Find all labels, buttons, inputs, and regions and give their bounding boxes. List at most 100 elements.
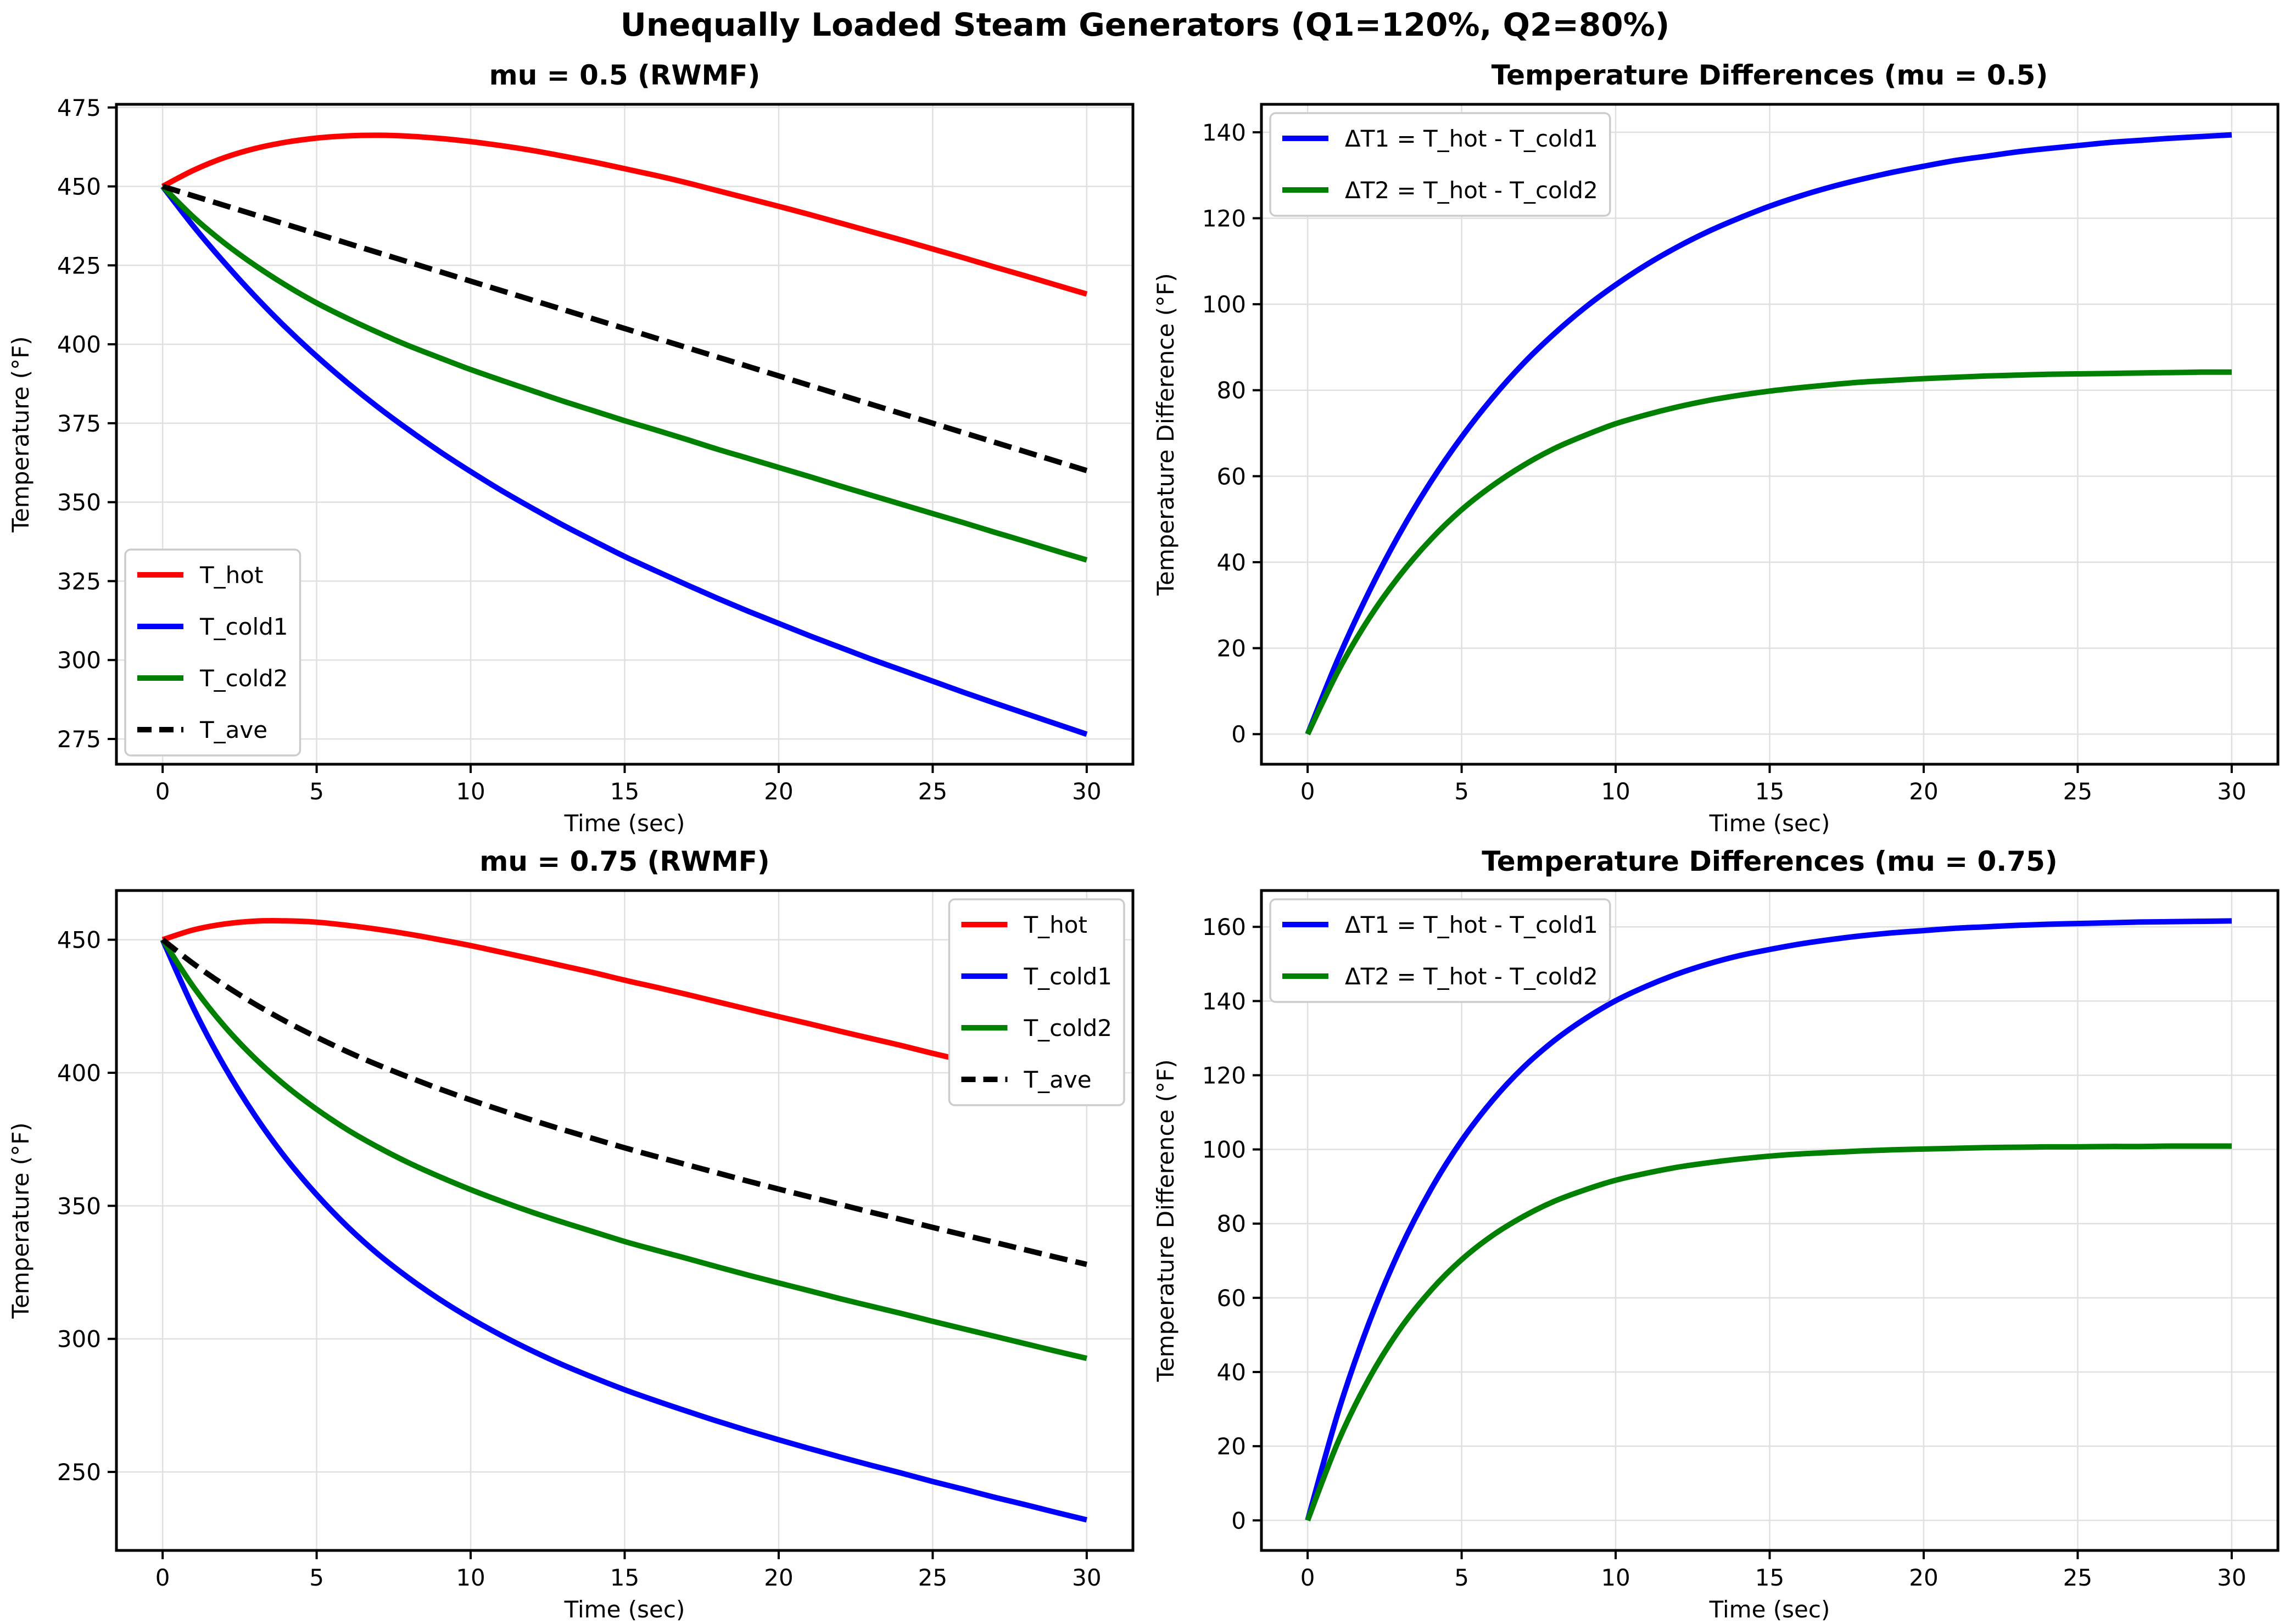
- x-tick-label: 20: [1909, 1564, 1938, 1591]
- x-tick-label: 30: [2217, 778, 2246, 805]
- x-tick-label: 0: [1300, 1564, 1315, 1591]
- legend-box: [124, 548, 301, 757]
- x-tick-label: 30: [2217, 1564, 2246, 1591]
- x-tick-label: 15: [610, 1564, 639, 1591]
- subplot-title: Temperature Differences (mu = 0.5): [1492, 59, 2048, 91]
- y-tick-label: 60: [1217, 1285, 1246, 1312]
- subplot-title: mu = 0.5 (RWMF): [489, 59, 761, 91]
- x-tick-label: 5: [1454, 1564, 1469, 1591]
- x-tick-label: 10: [1601, 1564, 1630, 1591]
- y-tick-label: 40: [1217, 1359, 1246, 1386]
- grid: [116, 891, 1133, 1550]
- legend-item-label: T_hot: [199, 562, 263, 589]
- x-tick-label: 10: [1601, 778, 1630, 805]
- series-line-1: [160, 184, 1088, 737]
- legend-item-label: T_hot: [1024, 911, 1087, 938]
- legend-item-label: T_cold1: [1024, 963, 1113, 990]
- x-axis-label: Time (sec): [1709, 810, 1830, 836]
- subplot-temps-mu075-canvas: 0 5 10 15 20 25 30 250 300 350 400 450 mu = 0.75 (RW…: [7, 845, 1135, 1623]
- x-tick-label: 5: [309, 778, 324, 805]
- y-tick-label: 40: [1217, 549, 1246, 576]
- x-tick-label: 0: [1300, 778, 1315, 805]
- y-tick-label: 140: [1202, 119, 1246, 146]
- y-tick-label: 450: [57, 173, 101, 200]
- series-line-0: [1305, 918, 2232, 1521]
- legend-item-label: T_cold1: [199, 613, 288, 640]
- x-tick-label: 20: [764, 1564, 793, 1591]
- y-tick-label: 375: [57, 410, 101, 437]
- subplot-diffs-mu075-canvas: 0 5 10 15 20 25 30 0 20 40 60 80 100 120 140 160 Tempera…: [1152, 845, 2280, 1623]
- y-tick-label: 120: [1202, 205, 1246, 232]
- y-axis-label: Temperature Difference (°F): [1152, 273, 1179, 596]
- series-line-1: [1305, 1143, 2232, 1522]
- ticks: [1253, 131, 2233, 773]
- subplot-title: Temperature Differences (mu = 0.75): [1482, 845, 2057, 877]
- y-tick-label: 400: [57, 331, 101, 358]
- ticks: [108, 106, 1088, 773]
- series-line-2: [160, 184, 1088, 563]
- y-tick-label: 140: [1202, 988, 1246, 1015]
- legend-box: [948, 898, 1125, 1106]
- legend-box: [1269, 898, 1611, 1003]
- x-tick-label: 10: [456, 778, 485, 805]
- x-tick-label: 20: [764, 778, 793, 805]
- y-tick-label: 100: [1202, 291, 1246, 318]
- x-tick-label: 15: [610, 778, 639, 805]
- figure-header: Unequally Loaded Steam Generators (Q1=12…: [0, 0, 2290, 49]
- series-line-0: [161, 132, 1088, 297]
- x-axis-label: Time (sec): [564, 810, 685, 836]
- legend-item-label: ΔT1 = T_hot - T_cold1: [1345, 125, 1598, 152]
- x-tick-label: 25: [918, 778, 947, 805]
- series-line-1: [160, 938, 1088, 1523]
- legend: T_hot T_cold1 T_cold2 T_ave: [124, 548, 301, 757]
- legend: T_hot T_cold1 T_cold2 T_ave: [948, 898, 1125, 1106]
- y-tick-label: 350: [57, 489, 101, 516]
- y-tick-label: 450: [57, 927, 101, 954]
- series-line-0: [161, 918, 1088, 1093]
- legend: ΔT1 = T_hot - T_cold1 ΔT2 = T_hot - T_col…: [1269, 112, 1611, 217]
- legend-item-label: ΔT1 = T_hot - T_cold1: [1345, 911, 1598, 938]
- legend-item-label: T_ave: [199, 716, 267, 743]
- x-tick-label: 5: [309, 1564, 324, 1591]
- y-tick-label: 350: [57, 1192, 101, 1219]
- legend-item-label: ΔT2 = T_hot - T_cold2: [1345, 963, 1598, 990]
- subplot-diffs-mu075: 0 5 10 15 20 25 30 0 20 40 60 80 100 120 140 160 Tempera…: [1145, 836, 2290, 1623]
- y-tick-label: 80: [1217, 377, 1246, 404]
- x-axis-label: Time (sec): [1709, 1596, 1830, 1622]
- x-tick-label: 25: [2063, 1564, 2092, 1591]
- x-axis-label: Time (sec): [564, 1596, 685, 1622]
- series-line-3: [161, 937, 1088, 1267]
- y-tick-label: 160: [1202, 914, 1246, 940]
- legend: ΔT1 = T_hot - T_cold1 ΔT2 = T_hot - T_col…: [1269, 898, 1611, 1003]
- grid: [116, 104, 1133, 764]
- x-tick-label: 30: [1072, 1564, 1101, 1591]
- subplot-title: mu = 0.75 (RWMF): [479, 845, 769, 877]
- subplot-diffs-mu05: 0 5 10 15 20 25 30 0 20 40 60 80 100 120 140 Temperatur…: [1145, 49, 2290, 837]
- y-tick-label: 275: [57, 726, 101, 753]
- y-axis-label: Temperature (°F): [7, 336, 34, 533]
- x-tick-label: 15: [1755, 1564, 1784, 1591]
- y-axis-label: Temperature Difference (°F): [1152, 1059, 1179, 1382]
- subplot-temps-mu05-canvas: 0 5 10 15 20 25 30 275 300 325 350 375 400 425 450 475 m…: [7, 59, 1135, 837]
- y-tick-label: 0: [1231, 1507, 1246, 1534]
- x-tick-label: 0: [155, 1564, 170, 1591]
- x-tick-label: 10: [456, 1564, 485, 1591]
- legend-box: [1269, 112, 1611, 217]
- y-tick-label: 120: [1202, 1062, 1246, 1089]
- figure-title: Unequally Loaded Steam Generators (Q1=12…: [620, 6, 1670, 43]
- y-tick-label: 475: [57, 94, 101, 121]
- y-tick-label: 325: [57, 568, 101, 595]
- subplot-diffs-mu05-canvas: 0 5 10 15 20 25 30 0 20 40 60 80 100 120 140 Temperatur…: [1152, 59, 2280, 837]
- legend-item-label: ΔT2 = T_hot - T_cold2: [1345, 177, 1598, 204]
- series-line-2: [160, 938, 1088, 1361]
- y-tick-label: 0: [1231, 721, 1246, 748]
- ticks: [1253, 926, 2233, 1559]
- y-tick-label: 100: [1202, 1136, 1246, 1163]
- y-tick-label: 300: [57, 1326, 101, 1353]
- y-tick-label: 250: [57, 1459, 101, 1486]
- x-tick-label: 25: [2063, 778, 2092, 805]
- y-tick-label: 400: [57, 1060, 101, 1087]
- ticks: [108, 938, 1088, 1559]
- y-tick-label: 20: [1217, 635, 1246, 662]
